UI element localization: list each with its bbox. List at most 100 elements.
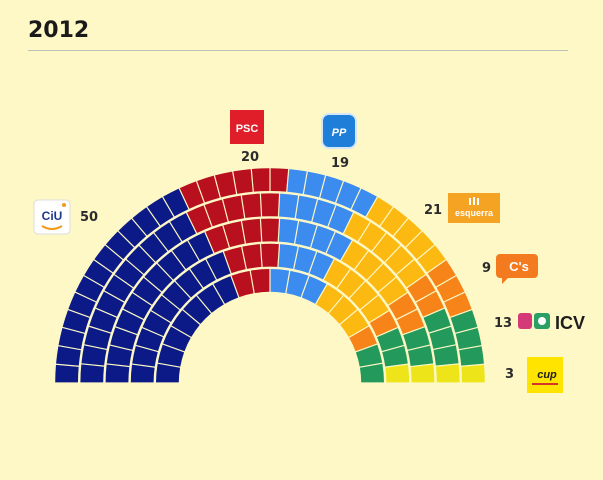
seat [171, 310, 200, 337]
seat [312, 199, 336, 227]
psc-logo: PSC [230, 110, 264, 144]
psc-seat-count: 20 [241, 150, 259, 165]
cup-seat-count: 3 [505, 367, 514, 382]
seat [385, 364, 410, 383]
seat [175, 269, 203, 298]
seat [417, 245, 446, 273]
seat-group [55, 168, 485, 383]
seat [403, 327, 430, 350]
seat [261, 218, 279, 242]
seat [213, 276, 239, 304]
seat [110, 327, 137, 350]
seat [190, 259, 216, 288]
svg-text:PP: PP [332, 127, 347, 139]
seat [324, 259, 350, 288]
seat [343, 213, 370, 242]
seat [223, 195, 245, 222]
seat [62, 310, 90, 333]
seat [295, 221, 317, 248]
seat [197, 284, 224, 313]
svg-text:C's: C's [509, 259, 529, 274]
seat [286, 270, 309, 298]
seat [58, 327, 85, 350]
seat [360, 295, 389, 323]
seat [68, 292, 96, 317]
seat [242, 244, 262, 269]
seat [340, 310, 369, 337]
seat [385, 245, 414, 274]
seat [301, 276, 327, 304]
seat [351, 188, 377, 217]
seat [142, 311, 171, 337]
seat [326, 232, 352, 261]
seat [115, 309, 144, 335]
seat [336, 181, 361, 209]
seat [179, 181, 204, 209]
cs-logo: C's [496, 254, 538, 284]
seat [157, 251, 185, 280]
seat [123, 293, 152, 319]
seat [309, 252, 334, 280]
seat [459, 346, 484, 366]
seat [396, 309, 425, 335]
seat [94, 245, 123, 273]
seat [349, 326, 377, 352]
seat [118, 218, 147, 247]
seat [278, 244, 298, 269]
seat [382, 346, 408, 367]
seat [96, 291, 124, 317]
seat [231, 270, 254, 298]
seat [349, 281, 378, 310]
seat [436, 364, 460, 383]
seat [144, 263, 173, 292]
seat [154, 222, 182, 251]
seat [251, 168, 270, 192]
seat [84, 326, 111, 349]
seat [320, 175, 343, 203]
seat [126, 245, 155, 274]
seat [455, 327, 482, 350]
seat [241, 193, 261, 219]
seat [132, 346, 158, 367]
seat [358, 222, 386, 251]
seat [303, 171, 326, 198]
seat [416, 291, 444, 317]
seat [407, 275, 436, 302]
seat [55, 364, 79, 383]
seat [172, 240, 199, 270]
seat [206, 252, 231, 280]
seat [105, 231, 134, 260]
seat [355, 344, 383, 367]
title-divider [28, 50, 568, 51]
seat [223, 246, 246, 274]
seat [369, 311, 398, 337]
seat [75, 276, 104, 302]
seat [436, 276, 465, 302]
seat [388, 293, 417, 319]
seat [188, 232, 214, 261]
seat [367, 263, 396, 292]
seat [429, 326, 456, 349]
icv-seat-count: 13 [494, 316, 512, 331]
seat [147, 197, 174, 226]
seat [287, 169, 307, 194]
seat [250, 269, 270, 294]
seat [84, 260, 113, 287]
seat [132, 277, 162, 305]
seat [205, 225, 229, 253]
seat [294, 246, 317, 274]
seat [81, 345, 107, 366]
seat [197, 175, 220, 203]
seat [136, 328, 163, 352]
seat [242, 218, 262, 244]
seat [311, 225, 335, 253]
seat [355, 251, 383, 280]
seat [223, 221, 245, 248]
seat [366, 197, 393, 226]
svg-text:PSC: PSC [236, 123, 259, 135]
seat [151, 295, 180, 323]
seat [214, 171, 237, 198]
seat [295, 195, 317, 222]
ciu-logo: CiU [33, 199, 71, 235]
